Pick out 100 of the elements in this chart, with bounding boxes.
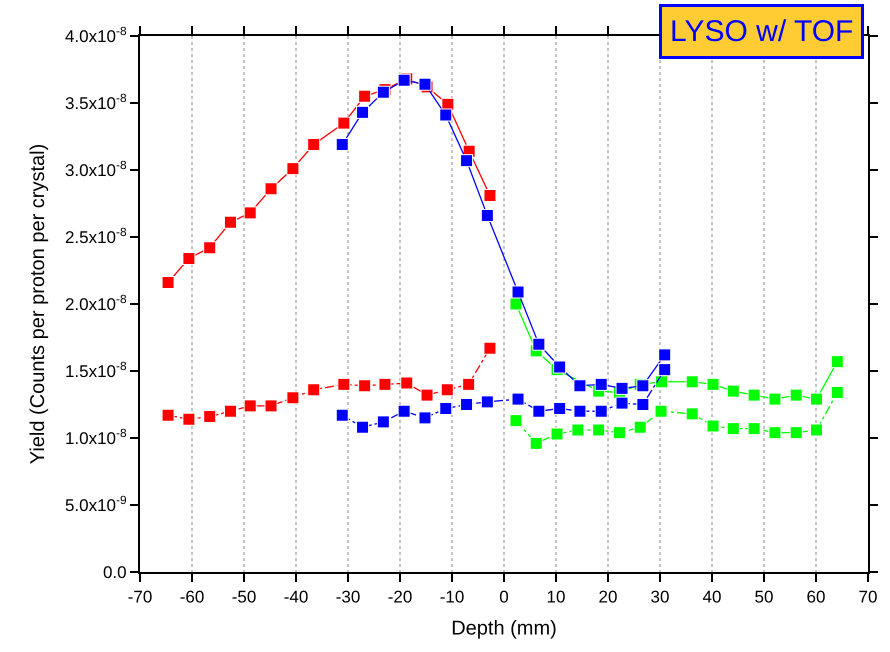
point <box>480 209 494 222</box>
point <box>790 426 803 440</box>
point <box>358 379 372 392</box>
point <box>376 415 390 428</box>
point <box>573 404 586 418</box>
y-tick-label: 2.0x10$^{-8}$ <box>64 292 127 314</box>
point <box>224 404 237 418</box>
annotation: LYSO w/ TOF <box>670 15 854 48</box>
point <box>553 402 566 416</box>
point <box>460 398 474 411</box>
y-tick-label: 1.5x10$^{-8}$ <box>64 358 127 381</box>
point <box>553 360 566 374</box>
point <box>594 378 608 391</box>
x-tick-label: -60 <box>180 587 204 606</box>
point <box>550 427 564 440</box>
y-tick-label: 4.0x10$^{-8}$ <box>64 24 127 46</box>
x-tick-label: 40 <box>702 587 722 606</box>
point <box>636 379 650 392</box>
point <box>790 388 803 402</box>
point <box>418 78 432 91</box>
point <box>420 388 434 402</box>
point <box>726 422 740 436</box>
x-tick-label: -50 <box>232 587 256 606</box>
point <box>483 188 496 202</box>
point <box>376 86 390 99</box>
point <box>336 408 349 422</box>
point <box>162 408 175 422</box>
x-tick-label: -20 <box>388 587 412 606</box>
point <box>532 404 546 418</box>
point <box>418 411 432 424</box>
x-tick-label: -40 <box>284 587 308 606</box>
y-tick-label: 2.5x10$^{-8}$ <box>64 224 127 247</box>
x-tick-label: -30 <box>336 587 360 606</box>
x-tick-label: 70 <box>858 587 878 606</box>
point <box>748 388 761 402</box>
point <box>571 423 584 436</box>
point <box>337 116 350 130</box>
point <box>307 138 320 152</box>
point <box>400 376 414 390</box>
x-tick-label: -10 <box>440 587 464 606</box>
y-tick-label: 5.0x10$^{-9}$ <box>64 492 127 515</box>
point <box>378 378 392 391</box>
y-tick-label: 0.0 <box>102 562 127 582</box>
point <box>509 414 522 428</box>
point <box>440 383 454 396</box>
point <box>244 399 257 412</box>
point <box>337 378 350 391</box>
point <box>264 399 278 412</box>
point <box>480 395 494 408</box>
point <box>658 348 672 362</box>
point <box>634 420 647 434</box>
point <box>830 386 844 399</box>
point <box>398 404 411 418</box>
point <box>356 420 370 434</box>
point <box>460 154 474 168</box>
point <box>398 74 411 87</box>
point <box>244 206 257 220</box>
y-tick-label: 3.0x10$^{-8}$ <box>64 158 127 180</box>
point <box>439 108 452 122</box>
point <box>286 391 300 404</box>
point <box>686 375 699 388</box>
x-tick-label: 60 <box>806 587 826 606</box>
point <box>509 298 522 310</box>
point <box>483 342 496 355</box>
point <box>162 276 175 290</box>
point <box>203 410 216 424</box>
x-tick-label: 50 <box>754 587 774 606</box>
point <box>654 404 668 418</box>
point <box>612 426 626 440</box>
x-tick-label: 20 <box>598 587 618 606</box>
point <box>286 162 300 176</box>
point <box>307 383 320 396</box>
point <box>830 355 844 368</box>
point <box>224 216 237 229</box>
point <box>616 396 629 410</box>
point <box>203 241 216 254</box>
point <box>264 182 278 196</box>
x-tick-label: -70 <box>128 587 152 606</box>
point <box>768 426 782 440</box>
point <box>182 412 196 426</box>
point <box>810 423 824 436</box>
point <box>726 384 740 398</box>
point <box>530 436 543 450</box>
point <box>592 423 606 436</box>
point <box>810 392 824 406</box>
point <box>358 90 372 103</box>
point <box>356 106 370 119</box>
x-axis-title: Depth (mm) <box>451 617 557 640</box>
point <box>686 407 699 420</box>
point <box>706 378 720 391</box>
point <box>462 378 476 391</box>
point <box>439 402 452 416</box>
point <box>512 285 525 298</box>
y-tick-label: 3.5x10$^{-8}$ <box>64 90 127 113</box>
point <box>658 363 672 376</box>
point <box>336 138 349 152</box>
y-axis-title: Yield (Counts per proton per crystal) <box>26 144 49 464</box>
x-tick-label: 10 <box>546 587 566 606</box>
point <box>573 379 586 392</box>
x-tick-label: 0 <box>499 587 509 606</box>
